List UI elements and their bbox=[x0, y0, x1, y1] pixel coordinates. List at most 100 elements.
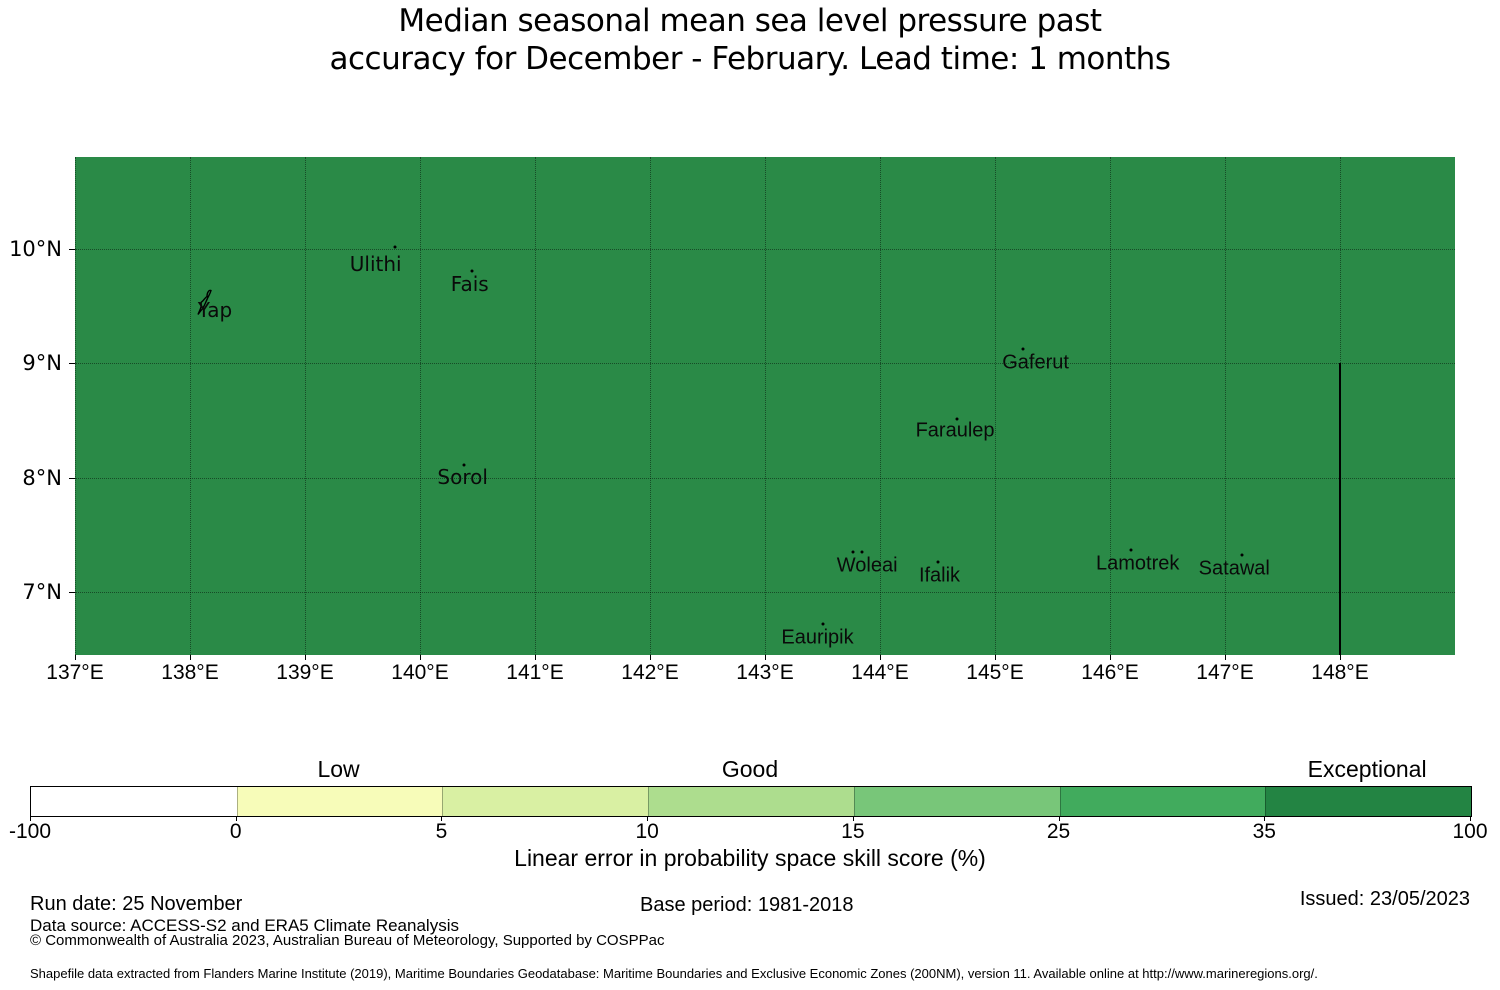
copyright-text: © Commonwealth of Australia 2023, Austra… bbox=[30, 932, 665, 949]
longitude-tick-mark bbox=[765, 655, 766, 660]
island-label-ifalik: Ifalik bbox=[918, 564, 961, 587]
colorbar-segment bbox=[648, 787, 854, 816]
latitude-tick-mark bbox=[69, 248, 75, 250]
longitude-gridline bbox=[765, 157, 766, 655]
colorbar-tick-mark bbox=[235, 816, 237, 821]
longitude-gridline bbox=[420, 157, 421, 655]
colorbar-segment bbox=[1059, 787, 1266, 816]
colorbar-region-label-good: Good bbox=[721, 756, 779, 782]
colorbar-tick-mark bbox=[441, 816, 443, 821]
island-label-ulithi: Ulithi bbox=[349, 252, 402, 277]
longitude-tick-mark bbox=[995, 655, 996, 660]
latitude-gridline bbox=[75, 363, 1455, 365]
colorbar-region-label-low: Low bbox=[317, 756, 360, 782]
colorbar-tick-label: 100 bbox=[1452, 820, 1488, 843]
colorbar-axis-label: Linear error in probability space skill … bbox=[514, 845, 986, 871]
longitude-tick-mark bbox=[75, 655, 76, 660]
longitude-tick-label: 145°E bbox=[966, 661, 1024, 684]
latitude-tick-label: 9°N bbox=[22, 351, 62, 376]
latitude-tick-label: 7°N bbox=[22, 580, 62, 605]
longitude-tick-label: 143°E bbox=[736, 661, 794, 684]
map-area: Yap Ulithi Fais Sorol Gaferut Faraulep Woleai I… bbox=[75, 157, 1455, 655]
island-marker bbox=[936, 560, 939, 564]
longitude-tick-label: 147°E bbox=[1196, 661, 1254, 684]
colorbar-tick-label: 10 bbox=[635, 820, 659, 843]
longitude-gridline bbox=[880, 157, 881, 655]
colorbar-tick-mark bbox=[647, 816, 649, 821]
colorbar-tick-mark bbox=[1058, 816, 1060, 821]
longitude-tick-mark bbox=[305, 655, 306, 660]
colorbar-segment bbox=[236, 787, 443, 816]
colorbar bbox=[30, 786, 1472, 817]
island-label-lamotrek: Lamotrek bbox=[1096, 552, 1180, 575]
longitude-tick-mark bbox=[190, 655, 191, 660]
longitude-tick-label: 146°E bbox=[1081, 661, 1139, 684]
longitude-tick-label: 141°E bbox=[506, 661, 564, 684]
island-marker bbox=[821, 622, 824, 626]
island-marker bbox=[1021, 347, 1025, 351]
longitude-tick-mark bbox=[1225, 655, 1226, 660]
issued-date-text: Issued: 23/05/2023 bbox=[1299, 888, 1470, 910]
colorbar-segment bbox=[1265, 787, 1471, 816]
longitude-tick-mark bbox=[880, 655, 881, 660]
latitude-tick-label: 8°N bbox=[22, 465, 62, 490]
figure-title: Median seasonal mean sea level pressure … bbox=[0, 2, 1500, 78]
colorbar-tick-label: 25 bbox=[1046, 820, 1071, 843]
latitude-tick-mark bbox=[69, 477, 75, 479]
longitude-tick-label: 139°E bbox=[276, 661, 334, 684]
island-label-eauripik: Eauripik bbox=[781, 626, 854, 649]
island-marker bbox=[851, 550, 855, 554]
colorbar-tick-label: 0 bbox=[229, 820, 242, 843]
island-marker bbox=[462, 463, 466, 467]
colorbar-tick-mark bbox=[1470, 816, 1471, 821]
longitude-tick-label: 144°E bbox=[851, 661, 909, 684]
latitude-tick-mark bbox=[69, 592, 75, 594]
longitude-gridline bbox=[1110, 157, 1111, 655]
longitude-tick-label: 138°E bbox=[161, 661, 219, 684]
figure-title-line1: Median seasonal mean sea level pressure … bbox=[398, 3, 1102, 39]
island-marker bbox=[470, 269, 474, 273]
longitude-tick-mark bbox=[420, 655, 421, 660]
colorbar-segment bbox=[31, 787, 237, 816]
figure-title-line2: accuracy for December - February. Lead t… bbox=[329, 41, 1171, 77]
colorbar-region-label-exceptional: Exceptional bbox=[1307, 756, 1427, 782]
colorbar-segment bbox=[442, 787, 649, 816]
island-marker bbox=[1240, 553, 1244, 557]
latitude-tick-mark bbox=[69, 363, 75, 365]
island-label-yap: Yap bbox=[197, 297, 233, 322]
latitude-gridline bbox=[75, 477, 1455, 479]
colorbar-tick-mark bbox=[1264, 816, 1266, 821]
island-marker bbox=[860, 550, 864, 554]
longitude-gridline bbox=[535, 157, 536, 655]
island-label-fais: Fais bbox=[450, 272, 489, 297]
island-label-gaferut: Gaferut bbox=[1002, 351, 1069, 374]
colorbar-tick-mark bbox=[30, 816, 31, 821]
colorbar-tick-mark bbox=[852, 816, 854, 821]
longitude-tick-mark bbox=[535, 655, 536, 660]
longitude-tick-label: 140°E bbox=[391, 661, 449, 684]
shapefile-note-text: Shapefile data extracted from Flanders M… bbox=[30, 966, 1318, 981]
longitude-gridline bbox=[995, 157, 996, 655]
island-label-woleai: Woleai bbox=[836, 554, 898, 577]
longitude-tick-mark bbox=[1340, 655, 1341, 660]
island-label-faraulep: Faraulep bbox=[915, 419, 995, 442]
island-marker bbox=[955, 417, 959, 421]
run-date-text: Run date: 25 November bbox=[30, 893, 243, 915]
latitude-gridline bbox=[75, 592, 1455, 594]
colorbar-tick-label: 5 bbox=[435, 820, 448, 843]
eez-boundary-line bbox=[1339, 363, 1341, 655]
longitude-tick-label: 137°E bbox=[46, 661, 104, 684]
colorbar-tick-label: 35 bbox=[1252, 820, 1276, 843]
base-period-text: Base period: 1981-2018 bbox=[640, 894, 854, 916]
island-marker bbox=[1129, 548, 1133, 552]
colorbar-tick-label: 15 bbox=[841, 820, 865, 843]
longitude-gridline bbox=[1225, 157, 1226, 655]
colorbar-segment bbox=[853, 787, 1060, 816]
island-label-sorol: Sorol bbox=[437, 464, 488, 489]
longitude-gridline bbox=[75, 157, 76, 655]
colorbar-tick-label: -100 bbox=[8, 820, 52, 843]
longitude-tick-label: 142°E bbox=[621, 661, 679, 684]
data-source-text: Data source: ACCESS-S2 and ERA5 Climate … bbox=[30, 916, 459, 935]
longitude-tick-label: 148°E bbox=[1311, 661, 1369, 684]
island-marker bbox=[393, 245, 397, 249]
